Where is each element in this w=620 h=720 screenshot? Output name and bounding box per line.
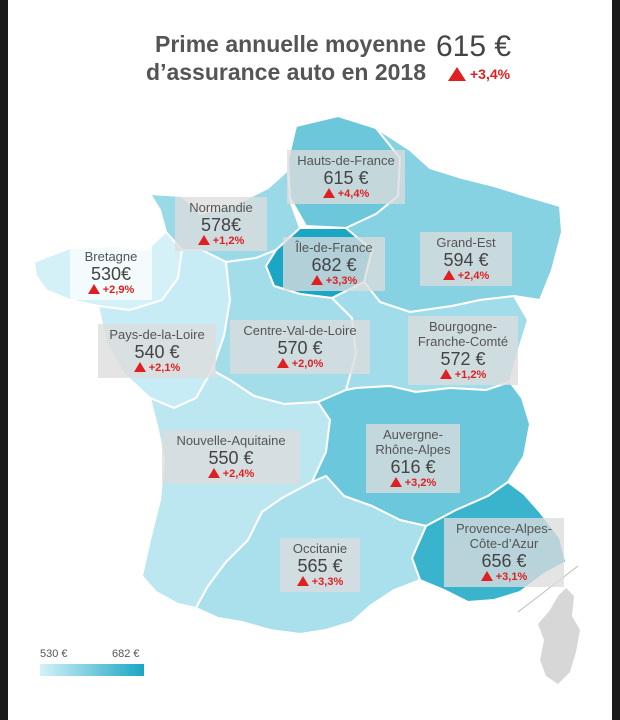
label-bretagne: Bretagne 530€ +2,9% [70,246,152,300]
increase-triangle-icon [87,284,100,294]
increase-triangle-icon [448,67,466,81]
increase-triangle-icon [322,188,335,198]
label-nouvelle-aquitaine: Nouvelle-Aquitaine 550 € +2,4% [162,430,300,484]
label-pays-de-la-loire: Pays-de-la-Loire 540 € +2,1% [98,324,216,378]
label-occitanie: Occitanie 565 € +3,3% [280,538,360,592]
label-normandie: Normandie 578€ +1,2% [175,197,267,251]
page-title: Prime annuelle moyenne d’assurance auto … [146,31,426,85]
increase-triangle-icon [310,275,323,285]
increase-triangle-icon [389,477,402,487]
label-auvergne-rhone-alpes: Auvergne- Rhône-Alpes 616 € +3,2% [366,424,460,493]
increase-triangle-icon [439,369,452,379]
increase-triangle-icon [296,576,309,586]
increase-triangle-icon [207,468,220,478]
label-provence-alpes-cote-dazur: Provence-Alpes- Côte-d’Azur 656 € +3,1% [444,518,564,587]
increase-triangle-icon [276,358,289,368]
label-hauts-de-france: Hauts-de-France 615 € +4,4% [287,150,405,204]
national-price: 615 € [436,30,512,63]
corsica-divider [517,565,579,613]
label-centre-val-de-loire: Centre-Val-de-Loire 570 € +2,0% [230,320,370,374]
label-ile-de-france: Île-de-France 682 € +3,3% [283,237,385,291]
increase-triangle-icon [480,571,493,581]
left-border [0,0,8,720]
right-border [612,0,620,720]
increase-triangle-icon [133,362,146,372]
national-change: +3,4% [448,66,510,82]
legend-color-scale [40,664,144,676]
corsica-island [538,588,580,684]
label-bourgogne-franche-comte: Bourgogne- Franche-Comté 572 € +1,2% [408,316,518,385]
legend-max-label: 682 € [112,648,140,660]
increase-triangle-icon [442,270,455,280]
legend-min-label: 530 € [40,648,68,660]
label-grand-est: Grand-Est 594 € +2,4% [420,232,512,286]
increase-triangle-icon [197,235,210,245]
